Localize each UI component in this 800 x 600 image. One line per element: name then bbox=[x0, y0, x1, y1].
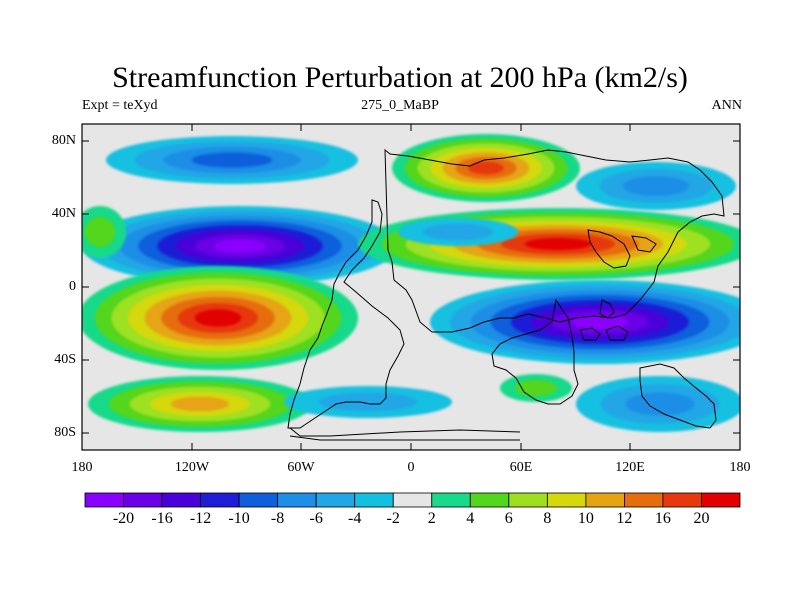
lat-tick-label: 0 bbox=[69, 279, 76, 294]
colorbar-swatch bbox=[161, 492, 201, 508]
lat-tick-label: 80S bbox=[54, 425, 76, 440]
colorbar-label: 20 bbox=[693, 510, 710, 527]
colorbar-swatch bbox=[508, 492, 548, 508]
contour-band bbox=[191, 152, 273, 168]
colorbar-swatch bbox=[84, 492, 124, 508]
lat-tick-label: 80N bbox=[51, 133, 76, 148]
lon-tick-label: 180 bbox=[729, 460, 751, 475]
streamfunction-field bbox=[82, 134, 740, 432]
contour-band bbox=[423, 223, 493, 241]
colorbar-label: 4 bbox=[466, 510, 475, 527]
lat-tick-label: 40N bbox=[51, 206, 76, 221]
colorbar-label: -10 bbox=[228, 510, 250, 527]
contour-band bbox=[625, 392, 695, 416]
lon-tick-label: 120W bbox=[174, 460, 210, 475]
colorbar-swatch bbox=[431, 492, 471, 508]
lon-tick-label: 60W bbox=[287, 460, 315, 475]
experiment-label: Expt = teXyd bbox=[82, 98, 158, 113]
contour-band bbox=[319, 392, 417, 412]
colorbar-label: 16 bbox=[654, 510, 671, 527]
colorbar-swatch bbox=[392, 492, 433, 508]
season-label: ANN bbox=[711, 98, 742, 113]
colorbar-label: -8 bbox=[270, 510, 285, 527]
lon-tick-label: 0 bbox=[407, 460, 415, 475]
coastline bbox=[287, 148, 725, 441]
axis-ticks bbox=[81, 124, 741, 450]
time-label: 275_0_MaBP bbox=[361, 98, 439, 113]
colorbar bbox=[84, 492, 741, 508]
colorbar-swatch bbox=[123, 492, 163, 508]
lon-tick-label: 120E bbox=[615, 460, 645, 475]
contour-band bbox=[468, 161, 504, 175]
colorbar-swatch bbox=[662, 492, 702, 508]
contour-band bbox=[194, 309, 242, 327]
colorbar-swatch bbox=[469, 492, 510, 508]
colorbar-label: -2 bbox=[386, 510, 400, 527]
colorbar-swatch bbox=[354, 492, 394, 508]
colorbar-swatch bbox=[238, 492, 279, 508]
colorbar-label: -20 bbox=[112, 510, 135, 527]
contour-band bbox=[515, 379, 557, 397]
colorbar-swatch bbox=[624, 492, 664, 508]
lat-tick-label: 40S bbox=[54, 352, 76, 367]
colorbar-label: 8 bbox=[543, 510, 552, 527]
colorbar-label: 2 bbox=[427, 510, 436, 527]
colorbar-label: -6 bbox=[309, 510, 323, 527]
colorbar-label: 6 bbox=[504, 510, 513, 527]
contour-band bbox=[571, 315, 629, 329]
colorbar-swatch bbox=[200, 492, 240, 508]
colorbar-swatch bbox=[315, 492, 356, 508]
map-title: Streamfunction Perturbation at 200 hPa (… bbox=[112, 61, 688, 94]
colorbar-label: 10 bbox=[577, 510, 594, 527]
contour-band bbox=[623, 176, 689, 196]
lon-tick-label: 180 bbox=[71, 460, 93, 475]
contour-band bbox=[524, 238, 592, 250]
colorbar-label: -16 bbox=[151, 510, 173, 527]
contour-band bbox=[84, 216, 116, 248]
contour-band bbox=[171, 396, 229, 412]
colorbar-swatch bbox=[701, 492, 741, 508]
colorbar-label: 12 bbox=[616, 510, 633, 527]
lon-tick-label: 60E bbox=[509, 460, 533, 475]
colorbar-label: -12 bbox=[189, 510, 212, 527]
colorbar-swatch bbox=[277, 492, 317, 508]
contour-band bbox=[213, 239, 267, 253]
colorbar-swatch bbox=[585, 492, 625, 508]
colorbar-swatch bbox=[546, 492, 587, 508]
colorbar-label: -4 bbox=[348, 510, 362, 527]
